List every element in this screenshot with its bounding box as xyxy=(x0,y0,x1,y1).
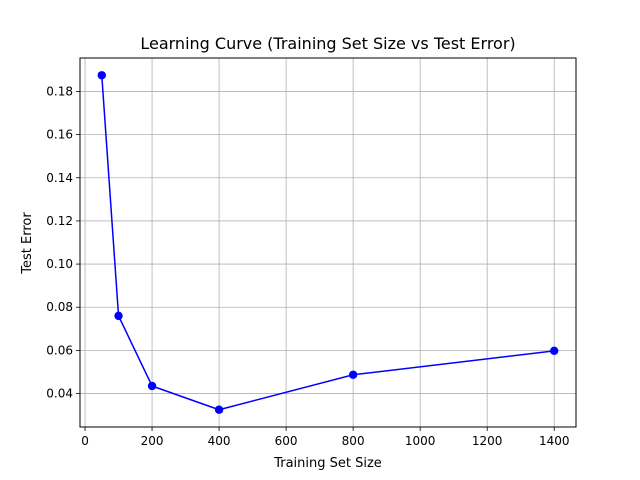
y-tick-label: 0.04 xyxy=(46,387,73,401)
data-point xyxy=(147,381,157,391)
y-tick-label: 0.10 xyxy=(46,257,73,271)
data-point xyxy=(214,405,224,414)
x-tick-label: 800 xyxy=(342,434,365,448)
series-layer xyxy=(97,71,559,414)
data-point xyxy=(348,370,358,379)
data-point xyxy=(114,311,123,321)
x-tick-label: 400 xyxy=(208,434,231,448)
data-point xyxy=(550,346,559,356)
axis-ticks: 0 200 400 600 800 1000 1200 1400 0.04 0.06 0.08 0.1… xyxy=(46,84,569,448)
grid-lines xyxy=(80,58,576,427)
x-tick-label: 600 xyxy=(275,434,298,448)
y-tick-label: 0.18 xyxy=(46,84,73,98)
chart-title: Learning Curve (Training Set Size vs Tes… xyxy=(140,34,515,53)
data-point xyxy=(97,71,106,80)
x-tick-label: 1000 xyxy=(405,434,436,448)
y-tick-label: 0.12 xyxy=(46,214,73,228)
y-tick-label: 0.08 xyxy=(46,300,73,314)
x-axis-label: Training Set Size xyxy=(273,456,382,471)
y-tick-label: 0.06 xyxy=(46,343,73,357)
x-tick-label: 0 xyxy=(81,434,89,448)
x-tick-label: 1400 xyxy=(539,434,570,448)
y-tick-label: 0.16 xyxy=(46,128,73,142)
y-tick-label: 0.14 xyxy=(46,171,73,185)
x-tick-label: 200 xyxy=(141,434,164,448)
plot-area-frame xyxy=(79,57,577,428)
series-line xyxy=(101,75,555,411)
x-tick-label: 1200 xyxy=(472,434,503,448)
y-axis-label: Test Error xyxy=(20,212,35,275)
